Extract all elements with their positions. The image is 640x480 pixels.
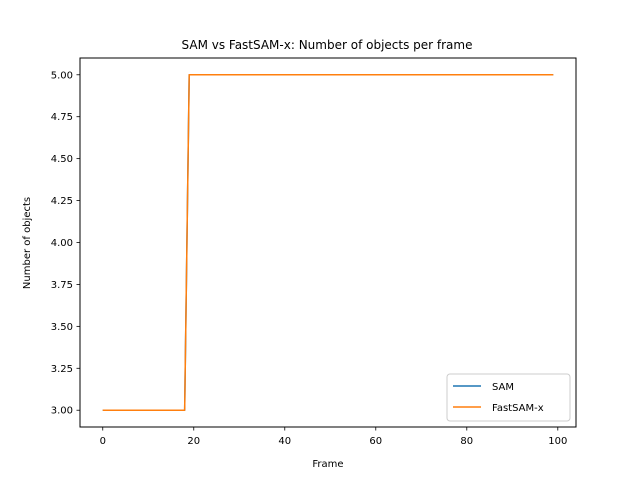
x-tick-label: 80 [460,436,473,447]
x-tick-label: 100 [548,436,567,447]
x-tick-label: 0 [100,436,106,447]
y-tick-label: 4.25 [51,196,73,207]
y-tick-label: 3.00 [51,406,73,417]
legend: SAM FastSAM-x [446,373,571,422]
legend-label-fastsam-x: FastSAM-x [492,403,544,414]
y-tick-label: 4.50 [51,154,73,165]
plot-area [102,74,554,411]
x-tick-label: 20 [187,436,200,447]
y-tick-label: 4.00 [51,238,73,249]
y-tick-label: 3.75 [51,280,73,291]
y-tick-label: 3.25 [51,364,73,375]
x-axis: 0 20 40 60 80 100 [100,427,567,447]
x-axis-label: Frame [312,459,343,470]
series-line-fastsam-x [102,74,554,411]
y-tick-label: 3.50 [51,322,73,333]
y-tick-label: 5.00 [51,70,73,81]
chart-title: SAM vs FastSAM-x: Number of objects per … [182,38,473,52]
y-axis-label: Number of objects [22,197,33,289]
y-tick-label: 4.75 [51,112,73,123]
y-axis: 3.00 3.25 3.50 3.75 4.00 4.25 4.50 4.75 5.00 [51,70,80,417]
x-tick-label: 40 [278,436,291,447]
legend-label-sam: SAM [492,382,514,393]
x-tick-label: 60 [369,436,382,447]
